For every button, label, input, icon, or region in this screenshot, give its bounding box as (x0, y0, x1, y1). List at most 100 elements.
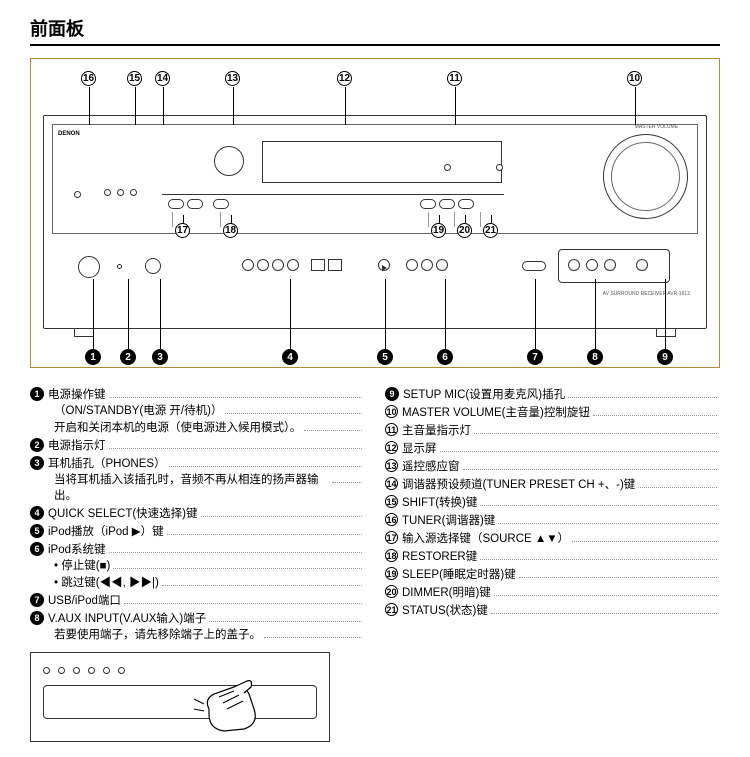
legend-item-7: 7 USB/iPod端口 (30, 592, 365, 608)
page-title: 前面板 (30, 19, 84, 39)
callout-19: 19 (431, 223, 446, 238)
power-button (78, 256, 100, 278)
legend-item-6: 6iPod系统键停止键(■)跳过键(◀◀, ▶▶|) (30, 541, 365, 590)
legend-number: 11 (385, 423, 398, 436)
legend-title: 显示屏 (402, 440, 437, 456)
indicator-dot (496, 164, 503, 171)
legend-item-9: 9SETUP MIC(设置用麦克风)插孔 (385, 386, 720, 402)
callout-10: 10 (627, 71, 642, 86)
callout-4: 4 (282, 349, 298, 365)
callout-12: 12 (337, 71, 352, 86)
callout-3: 3 (152, 349, 168, 365)
legend-number: 21 (385, 603, 398, 616)
legend-title: SLEEP(睡眠定时器)键 (402, 566, 516, 582)
cover-removal-diagram (30, 652, 330, 742)
legend-item-18: 18 RESTORER键 (385, 548, 720, 564)
legend-item-1: 1电源操作键（ON/STANDBY(电源 开/待机)）开启和关闭本机的电源（使电… (30, 386, 365, 435)
legend-number: 19 (385, 567, 398, 580)
legend-number: 20 (385, 585, 398, 598)
legend-number: 17 (385, 531, 398, 544)
callout-21: 21 (483, 223, 498, 238)
title-bar: 前面板 (30, 15, 720, 46)
usb-port (522, 261, 546, 271)
legend-item-13: 13遥控感应窗 (385, 458, 720, 474)
legend-number: 8 (30, 611, 44, 625)
legend-title: 电源操作键 (48, 386, 106, 402)
legend-item-17: 17 输入源选择键（SOURCE ▲▼） (385, 530, 720, 546)
callout-7: 7 (527, 349, 543, 365)
preset-shift-jacks (104, 189, 137, 196)
legend-title: QUICK SELECT(快速选择)键 (48, 505, 198, 521)
legend-number: 4 (30, 506, 44, 520)
front-panel-diagram: 16151413121110 DENON MASTER VOLUME (30, 58, 720, 368)
legend-number: 14 (385, 477, 398, 490)
tuner-jack (74, 191, 81, 198)
master-volume-label: MASTER VOLUME (635, 124, 678, 130)
panel-outline: DENON MASTER VOLUME (43, 115, 707, 329)
callout-20: 20 (457, 223, 472, 238)
legend: 1电源操作键（ON/STANDBY(电源 开/待机)）开启和关闭本机的电源（使电… (30, 386, 720, 644)
remote-sensor (214, 146, 244, 176)
legend-item-19: 19 SLEEP(睡眠定时器)键 (385, 566, 720, 582)
legend-title: USB/iPod端口 (48, 592, 121, 608)
legend-title: SETUP MIC(设置用麦克风)插孔 (403, 386, 565, 402)
callout-11: 11 (447, 71, 462, 86)
phones-jack (145, 258, 161, 274)
legend-left-column: 1电源操作键（ON/STANDBY(电源 开/待机)）开启和关闭本机的电源（使电… (30, 386, 365, 644)
legend-item-16: 16TUNER(调谐器)键 (385, 512, 720, 528)
legend-title: DIMMER(明暗)键 (402, 584, 491, 600)
legend-number: 16 (385, 513, 398, 526)
display-screen (262, 141, 502, 183)
callout-2: 2 (120, 349, 136, 365)
legend-item-12: 12 显示屏 (385, 440, 720, 456)
callout-17: 17 (175, 223, 190, 238)
callout-6: 6 (437, 349, 453, 365)
ipod-system-row (378, 259, 448, 271)
sleep-dimmer-status-row (420, 199, 474, 209)
legend-title: 耳机插孔（PHONES） (48, 455, 166, 471)
legend-number: 6 (30, 542, 44, 556)
legend-item-10: 10 MASTER VOLUME(主音量)控制旋钮 (385, 404, 720, 420)
callout-5: 5 (377, 349, 393, 365)
legend-title: STATUS(状态)键 (402, 602, 488, 618)
legend-title: 遥控感应窗 (402, 458, 460, 474)
legend-title: MASTER VOLUME(主音量)控制旋钮 (402, 404, 590, 420)
legend-number: 3 (30, 456, 44, 470)
legend-number: 1 (30, 387, 44, 401)
callout-16: 16 (81, 71, 96, 86)
hand-icon (189, 669, 279, 739)
legend-number: 7 (30, 593, 44, 607)
legend-title: RESTORER键 (402, 548, 477, 564)
legend-item-3: 3耳机插孔（PHONES）当将耳机插入该插孔时，音频不再从相连的扬声器输出。 (30, 455, 365, 503)
volume-indicator (444, 164, 451, 171)
master-volume-knob (603, 134, 688, 219)
legend-item-11: 11 主音量指示灯 (385, 422, 720, 438)
legend-item-20: 20 DIMMER(明暗)键 (385, 584, 720, 600)
legend-title: 电源指示灯 (48, 437, 106, 453)
power-led (117, 264, 122, 269)
legend-number: 5 (30, 524, 44, 538)
callout-15: 15 (127, 71, 142, 86)
callout-14: 14 (155, 71, 170, 86)
source-restorer-row (168, 199, 229, 209)
legend-title: 主音量指示灯 (402, 422, 471, 438)
legend-number: 12 (385, 441, 398, 454)
foot-left (74, 329, 94, 337)
legend-title: 输入源选择键（SOURCE ▲▼） (402, 530, 569, 546)
legend-number: 10 (385, 405, 398, 418)
legend-item-15: 15SHIFT(转换)键 (385, 494, 720, 510)
legend-item-21: 21 STATUS(状态)键 (385, 602, 720, 618)
legend-item-8: 8V.AUX INPUT(V.AUX输入)端子若要使用端子，请先移除端子上的盖子… (30, 610, 365, 642)
model-label: AV SURROUND RECEIVER AVR-1612 (603, 291, 690, 297)
legend-item-2: 2 电源指示灯 (30, 437, 365, 453)
callout-13: 13 (225, 71, 240, 86)
callout-8: 8 (587, 349, 603, 365)
legend-title: V.AUX INPUT(V.AUX输入)端子 (48, 610, 206, 626)
legend-number: 2 (30, 438, 44, 452)
callout-1: 1 (85, 349, 101, 365)
vaux-jacks (568, 259, 648, 271)
legend-right-column: 9SETUP MIC(设置用麦克风)插孔 10 MASTER VOLUME(主音量)… (385, 386, 720, 644)
legend-number: 18 (385, 549, 398, 562)
legend-title: SHIFT(转换)键 (402, 494, 477, 510)
brand-logo: DENON (56, 128, 96, 140)
